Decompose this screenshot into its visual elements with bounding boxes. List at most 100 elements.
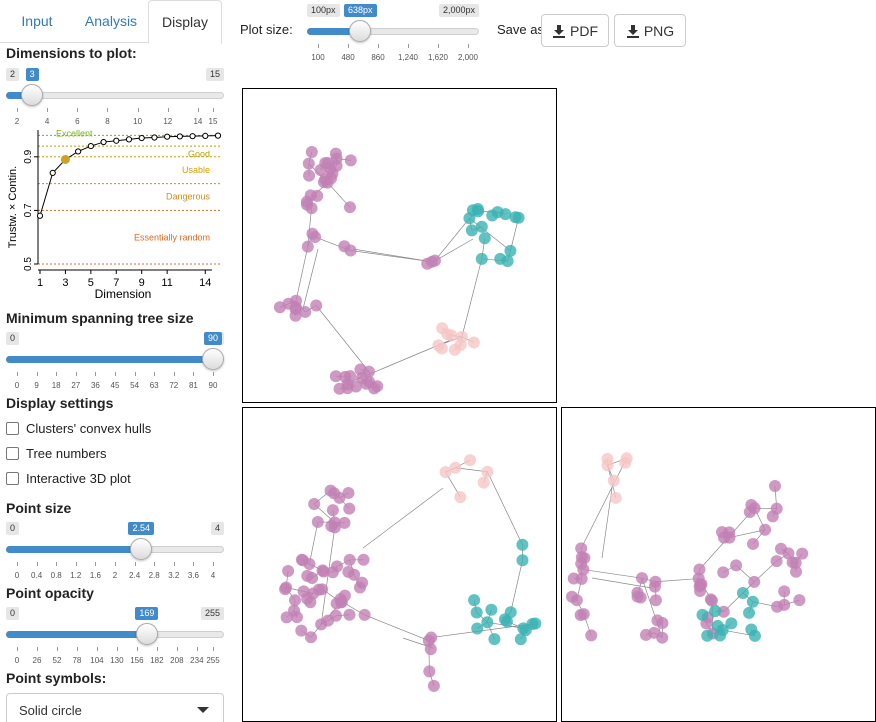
save-png-label: PNG <box>643 22 675 39</box>
scatter-point <box>717 605 730 618</box>
scatter-plot <box>279 454 542 692</box>
dimensions-slider[interactable]: 2 15 3 2 4 6 8 10 12 14 15 <box>6 68 224 138</box>
slider-handle[interactable] <box>349 20 372 42</box>
slider-max-label: 2,000px <box>438 4 479 17</box>
scatter-point <box>468 594 481 607</box>
scatter-point <box>481 465 494 478</box>
slider-tick <box>438 44 439 48</box>
scatter-point <box>279 583 292 596</box>
slider-tick-label: 78 <box>72 656 82 665</box>
slider-tick-label: 860 <box>371 53 385 62</box>
scatter-point <box>300 198 313 211</box>
scatter-point <box>303 169 316 182</box>
scatter-point <box>485 603 498 616</box>
save-pdf-button[interactable]: PDF <box>541 14 609 47</box>
checkbox-label: Tree numbers <box>26 445 107 461</box>
scatter-point <box>514 633 527 646</box>
y-tick-label: 0.7 <box>23 203 34 217</box>
scatter-point <box>768 480 781 493</box>
mst-edge <box>309 521 319 565</box>
scatter-point <box>778 598 791 611</box>
scatter-point <box>357 553 370 566</box>
slider-tick <box>173 372 175 376</box>
checkbox-box[interactable] <box>6 471 19 485</box>
point-opacity-title: Point opacity <box>6 585 94 601</box>
data-point <box>125 136 133 143</box>
point-size-slider[interactable]: 0 4 2.54 0 0.4 0.8 1.2 1.6 2 2.4 2.8 3.2 3.6 4 <box>6 522 224 592</box>
scatter-point <box>317 176 330 189</box>
slider-tick <box>408 44 409 48</box>
slider-tick-label: 1,240 <box>397 53 419 62</box>
slider-tick-label: 72 <box>169 381 179 390</box>
slider-tick-label: 52 <box>52 656 62 665</box>
slider-tick <box>75 562 77 566</box>
slider-handle[interactable] <box>21 84 44 106</box>
tab-analysis[interactable]: Analysis <box>84 13 138 29</box>
slider-max-label: 4 <box>210 522 224 535</box>
scatter-point <box>748 575 761 588</box>
scatter-point <box>329 609 342 622</box>
mst-edge <box>364 614 429 641</box>
slider-tick <box>213 647 214 651</box>
slider-tick-label: 1.6 <box>89 571 101 580</box>
slider-tick <box>196 647 198 651</box>
point-opacity-slider[interactable]: 0 255 169 0 26 52 78 104 130 156 182 208 234 255 <box>6 607 224 677</box>
slider-handle[interactable] <box>202 348 224 370</box>
x-tick-label: 9 <box>139 277 145 289</box>
plot-size-label: Plot size: <box>240 22 293 37</box>
slider-tick <box>136 647 138 651</box>
scatter-point <box>427 679 440 692</box>
slider-tick-label: 130 <box>110 656 124 665</box>
plot-size-slider[interactable]: 100px 2,000px 638px 100 480 860 1,240 1,620 2,00… <box>307 4 479 62</box>
mst-slider[interactable]: 0909009182736455463728190 <box>6 332 224 402</box>
slider-tick-label: 45 <box>110 381 120 390</box>
slider-tick-label: 104 <box>90 656 104 665</box>
data-point <box>36 212 44 219</box>
slider-handle[interactable] <box>135 623 158 645</box>
scatter-point <box>747 537 760 550</box>
convex-hulls-checkbox[interactable]: Clusters' convex hulls <box>6 419 151 437</box>
slider-tick <box>348 44 349 48</box>
slider-tick-label: 18 <box>51 381 61 390</box>
slider-tick <box>468 44 469 48</box>
scatter-point <box>790 565 803 578</box>
slider-tick <box>77 108 79 112</box>
checkbox-box[interactable] <box>6 421 19 435</box>
mst-edge <box>434 218 470 261</box>
scatter-point <box>609 491 622 504</box>
scatter-point <box>519 624 532 637</box>
scatter-point <box>296 554 309 567</box>
y-axis-label: Trustw. × Contin. <box>7 166 19 248</box>
slider-tick-label: 27 <box>71 381 81 390</box>
checkbox-label: Interactive 3D plot <box>26 470 131 486</box>
save-png-button[interactable]: PNG <box>614 14 686 47</box>
slider-tick <box>154 562 156 566</box>
tab-display[interactable]: Display <box>148 0 222 44</box>
point-symbols-select[interactable]: Solid circle <box>6 693 224 722</box>
scatter-point <box>355 371 368 384</box>
slider-tick-label: 36 <box>90 381 100 390</box>
checkbox-box[interactable] <box>6 446 19 460</box>
scatter-point <box>718 531 731 544</box>
scatter-point <box>574 609 587 622</box>
tab-input[interactable]: Input <box>21 13 53 29</box>
slider-tick-label: 26 <box>32 656 42 665</box>
slider-tick-label: 54 <box>130 381 140 390</box>
slider-tick <box>213 562 214 566</box>
scatter-point <box>471 622 484 635</box>
scatter-point <box>471 203 484 216</box>
mst-edge <box>461 258 483 337</box>
interactive-3d-checkbox[interactable]: Interactive 3D plot <box>6 469 131 487</box>
slider-handle[interactable] <box>130 538 153 560</box>
slider-tick-label: 0.4 <box>31 571 43 580</box>
scatter-point <box>465 224 478 237</box>
save-pdf-label: PDF <box>570 22 598 39</box>
tree-numbers-checkbox[interactable]: Tree numbers <box>6 444 106 462</box>
scatter-point <box>470 606 483 619</box>
scatter-point <box>358 608 371 621</box>
dimensions-title: Dimensions to plot: <box>6 45 137 61</box>
scatter-point <box>766 510 779 523</box>
scatter-point <box>302 157 315 170</box>
slider-tick-label: 63 <box>149 381 159 390</box>
data-point <box>138 134 145 142</box>
